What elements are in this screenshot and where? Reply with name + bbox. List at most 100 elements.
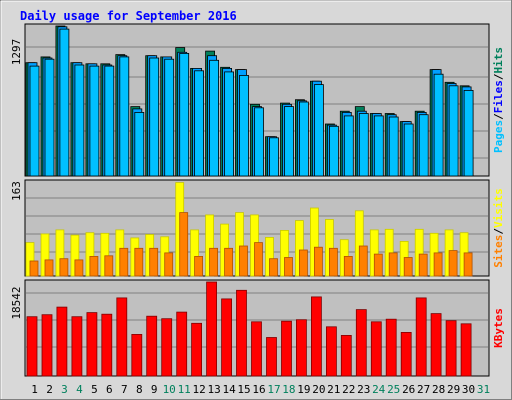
kbytes-bar-day-27 <box>415 297 427 377</box>
legend-sep2: / <box>492 73 505 80</box>
legend-files: Files <box>492 80 505 113</box>
kbytes-bar-day-3 <box>56 306 68 377</box>
legend-pages: Pages <box>492 120 505 153</box>
pages-bar-day-8 <box>134 112 145 177</box>
sites-bar-day-19 <box>298 249 308 277</box>
series-legend-hits-files-pages: Pages/Files/Hits <box>492 47 505 153</box>
x-label-day-19: 19 <box>297 383 310 396</box>
pages-bar-day-6 <box>104 65 115 177</box>
legend-visits: Visits <box>492 188 505 228</box>
sites-bar-day-21 <box>328 247 338 277</box>
sites-bar-day-23 <box>358 245 368 277</box>
legend-sites: Sites <box>492 235 505 268</box>
sites-bar-day-22 <box>343 255 353 277</box>
x-label-day-12: 12 <box>192 383 205 396</box>
legend-hits: Hits <box>492 47 505 74</box>
sites-bar-day-3 <box>59 258 69 277</box>
pages-bar-day-24 <box>373 115 384 177</box>
x-label-day-26: 26 <box>402 383 415 396</box>
kbytes-bar-day-26 <box>400 331 412 377</box>
pages-bar-day-5 <box>89 65 100 177</box>
x-label-day-20: 20 <box>312 383 325 396</box>
kbytes-bar-day-16 <box>251 321 262 377</box>
sites-bar-day-25 <box>388 252 398 277</box>
x-label-day-21: 21 <box>327 383 340 396</box>
kbytes-bar-day-21 <box>325 326 337 377</box>
x-label-day-23: 23 <box>357 383 370 396</box>
x-label-day-2: 2 <box>46 383 53 396</box>
x-label-day-7: 7 <box>121 383 128 396</box>
kbytes-bar-day-20 <box>310 296 322 377</box>
kbytes-bar-day-23 <box>355 309 367 377</box>
sites-bar-day-6 <box>104 255 114 277</box>
x-label-day-28: 28 <box>432 383 445 396</box>
x-label-day-18: 18 <box>282 383 295 396</box>
pages-bar-day-1 <box>29 65 40 177</box>
sites-bar-day-2 <box>44 259 54 277</box>
kbytes-bar-day-22 <box>340 334 352 377</box>
sites-bar-day-17 <box>269 258 278 277</box>
pages-bar-day-7 <box>119 56 130 177</box>
kbytes-bar-day-11 <box>176 311 188 377</box>
x-label-day-9: 9 <box>151 383 158 396</box>
kbytes-bar-day-2 <box>41 314 53 377</box>
kbytes-bar-day-14 <box>221 298 233 377</box>
x-label-day-4: 4 <box>76 383 83 396</box>
pages-bar-day-10 <box>164 58 175 177</box>
pages-bar-day-15 <box>239 75 249 177</box>
sites-bar-day-24 <box>373 253 383 277</box>
sites-bar-day-11 <box>179 212 189 277</box>
sites-bar-day-14 <box>224 247 234 277</box>
pages-bar-day-17 <box>269 137 279 177</box>
kbytes-bar-day-10 <box>161 318 173 377</box>
pages-bar-day-21 <box>328 125 339 177</box>
legend-sep1: / <box>492 113 505 120</box>
x-label-day-25: 25 <box>387 383 400 396</box>
sites-bar-day-1 <box>29 260 39 277</box>
kbytes-bar-day-9 <box>146 315 158 377</box>
sites-bar-day-9 <box>149 247 159 277</box>
x-label-day-31: 31 <box>477 383 490 396</box>
sites-bar-day-15 <box>239 245 248 277</box>
legend-sep: / <box>492 228 505 235</box>
chart-title: Daily usage for September 2016 <box>20 9 237 23</box>
kbytes-bar-day-17 <box>266 337 277 377</box>
x-label-day-27: 27 <box>417 383 430 396</box>
series-legend-kbytes: KBytes <box>492 308 505 348</box>
sites-bar-day-10 <box>164 252 174 277</box>
x-label-day-5: 5 <box>91 383 98 396</box>
kbytes-bar-day-8 <box>131 333 143 377</box>
pages-bar-day-18 <box>284 106 294 177</box>
x-label-day-10: 10 <box>163 383 176 396</box>
x-label-day-1: 1 <box>31 383 38 396</box>
hits-ymax-label: 1297 <box>10 39 23 66</box>
kbytes-bar-day-28 <box>430 313 442 377</box>
kbytes-bar-day-13 <box>206 281 218 377</box>
pages-bar-day-22 <box>343 115 354 177</box>
kbytes-bar-day-24 <box>370 321 382 377</box>
sites-bar-day-8 <box>134 247 144 277</box>
kbytes-bar-day-29 <box>445 320 457 377</box>
pages-bar-day-2 <box>44 58 55 177</box>
sites-bar-day-16 <box>254 242 263 277</box>
pages-bar-day-14 <box>224 71 235 177</box>
sites-bar-day-4 <box>74 259 84 277</box>
kbytes-ymax-label: 18542 <box>10 286 23 319</box>
x-label-day-30: 30 <box>462 383 475 396</box>
kbytes-bar-day-30 <box>460 323 472 377</box>
kbytes-bar-day-4 <box>71 316 83 377</box>
sites-bar-day-7 <box>119 247 129 277</box>
pages-bar-day-19 <box>298 101 309 177</box>
x-label-day-22: 22 <box>342 383 355 396</box>
x-label-day-17: 17 <box>267 383 280 396</box>
legend-kbytes: KBytes <box>492 308 505 348</box>
x-label-day-13: 13 <box>207 383 220 396</box>
sites-bar-day-27 <box>418 253 428 277</box>
pages-bar-day-29 <box>448 85 459 177</box>
pages-bar-day-4 <box>74 64 85 177</box>
x-label-day-24: 24 <box>372 383 386 396</box>
x-label-day-15: 15 <box>237 383 250 396</box>
pages-bar-day-25 <box>388 116 399 177</box>
x-label-day-6: 6 <box>106 383 113 396</box>
